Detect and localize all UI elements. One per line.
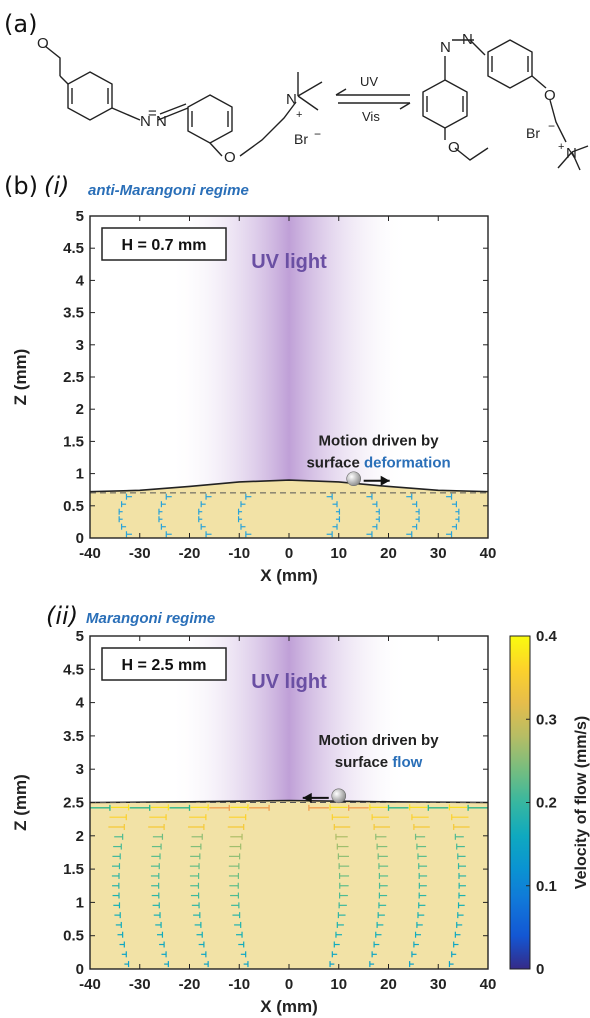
x-tick-label: 0	[285, 976, 293, 993]
y-tick-label: 0.5	[63, 498, 84, 515]
y-tick-label: 2	[76, 828, 84, 845]
colorbar-tick-label: 0.2	[536, 795, 557, 812]
x-tick-label: 20	[380, 976, 397, 993]
y-tick-label: 5	[76, 628, 84, 645]
liquid-region	[90, 480, 488, 538]
svg-text:O: O	[448, 139, 460, 156]
svg-text:−: −	[314, 127, 321, 141]
x-tick-label: -20	[179, 976, 201, 993]
x-tick-label: 40	[480, 976, 497, 993]
svg-text:O: O	[37, 35, 49, 52]
x-tick-label: -10	[228, 545, 250, 562]
y-tick-label: 5	[76, 208, 84, 225]
y-axis-label: Z (mm)	[11, 774, 30, 831]
y-tick-label: 3.5	[63, 305, 84, 322]
svg-text:O: O	[224, 149, 236, 166]
y-tick-label: 2.5	[63, 795, 84, 812]
x-tick-label: -10	[228, 976, 250, 993]
y-tick-label: 0.5	[63, 928, 84, 945]
y-tick-label: 1	[76, 894, 84, 911]
svg-text:−: −	[548, 119, 555, 133]
x-tick-label: -30	[129, 976, 151, 993]
y-axis-label: Z (mm)	[11, 349, 30, 406]
svg-text:N: N	[462, 31, 473, 48]
y-tick-label: 1.5	[63, 861, 84, 878]
x-tick-label: 30	[430, 976, 447, 993]
y-tick-label: 1	[76, 466, 84, 483]
colorbar-tick-label: 0.3	[536, 711, 557, 728]
uv-light-label: UV light	[251, 671, 327, 693]
annotation-line-2: surface deformation	[306, 454, 450, 471]
benzene-ring-right-2	[488, 40, 532, 88]
svg-text:N: N	[566, 145, 577, 162]
benzene-ring-right-1	[423, 80, 467, 128]
benzene-ring-left-1	[68, 72, 112, 120]
x-tick-label: 30	[430, 545, 447, 562]
liquid-region	[90, 801, 488, 969]
plot-marangoni: 0 0.5 1 1.5 2 2.5 3 3.5 4 4.5 5 -40 -30 -20 -10 0 10 20 30…	[0, 600, 590, 1018]
reaction-backward-label: Vis	[362, 109, 380, 124]
floating-particle	[332, 789, 346, 803]
azobenzene-reaction-scheme: N = N O O N + Br − UV Vis N N O O Br − +…	[0, 0, 590, 180]
y-tick-label: 2	[76, 401, 84, 418]
x-tick-label: 20	[380, 545, 397, 562]
x-tick-label: -40	[79, 976, 101, 993]
x-tick-label: 40	[480, 545, 497, 562]
y-tick-label: 4.5	[63, 240, 84, 257]
y-tick-label: 1.5	[63, 433, 84, 450]
x-axis-label: X (mm)	[260, 997, 318, 1016]
y-tick-label: 2.5	[63, 369, 84, 386]
floating-particle	[347, 472, 361, 486]
y-tick-label: 4	[76, 272, 85, 289]
colorbar-tick-label: 0.1	[536, 878, 557, 895]
x-tick-label: -20	[179, 545, 201, 562]
annotation-line-1: Motion driven by	[319, 732, 440, 749]
y-tick-label: 3	[76, 761, 84, 778]
colorbar-tick-label: 0	[536, 961, 544, 978]
colorbar-label: Velocity of flow (mm/s)	[573, 716, 590, 889]
colorbar-tick-label: 0.4	[536, 628, 558, 645]
svg-text:N: N	[440, 39, 451, 56]
x-axis-label: X (mm)	[260, 566, 318, 585]
depth-label: H = 2.5 mm	[122, 657, 207, 674]
svg-text:N: N	[286, 91, 297, 108]
x-tick-label: 0	[285, 545, 293, 562]
svg-text:O: O	[544, 87, 556, 104]
svg-text:+: +	[558, 141, 564, 153]
x-tick-label: -30	[129, 545, 151, 562]
x-tick-label: 10	[330, 976, 347, 993]
svg-text:Br: Br	[294, 131, 308, 147]
uv-light-label: UV light	[251, 251, 327, 273]
annotation-line-2: surface flow	[335, 754, 423, 771]
y-tick-label: 3	[76, 337, 84, 354]
benzene-ring-left-2	[188, 95, 232, 143]
plot-anti-marangoni: 0 0.5 1 1.5 2 2.5 3 3.5 4 4.5 5 -40 -30 -20 -10 0 10 20 30…	[0, 180, 590, 590]
y-tick-label: 3.5	[63, 728, 84, 745]
x-tick-label: 10	[330, 545, 347, 562]
annotation-line-1: Motion driven by	[319, 432, 440, 449]
reaction-forward-label: UV	[360, 74, 378, 89]
y-tick-label: 4.5	[63, 661, 84, 678]
svg-text:+: +	[296, 109, 302, 121]
x-tick-label: -40	[79, 545, 101, 562]
y-tick-label: 4	[76, 695, 85, 712]
depth-label: H = 0.7 mm	[122, 237, 207, 254]
svg-text:N: N	[156, 113, 167, 130]
svg-text:Br: Br	[526, 125, 540, 141]
